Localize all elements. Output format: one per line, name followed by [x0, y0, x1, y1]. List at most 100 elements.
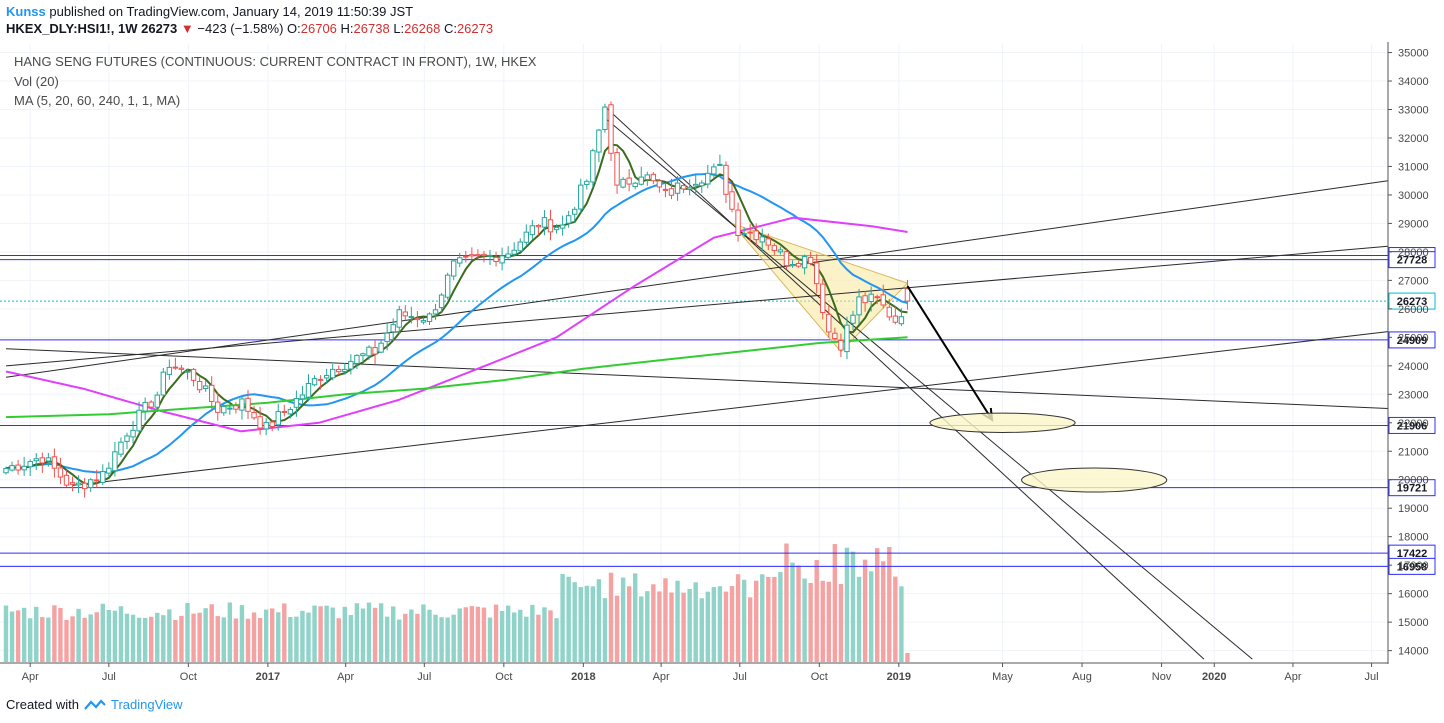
candle-body [311, 378, 318, 386]
candle-body [469, 254, 475, 257]
volume-bar [191, 613, 196, 662]
moving-averages [5, 143, 908, 486]
volume-indicator-label[interactable]: Vol (20) [14, 73, 59, 89]
volume-bar [735, 574, 741, 662]
volume-bar [245, 618, 251, 662]
volume-bar [445, 617, 450, 662]
candlesticks [3, 101, 911, 498]
candle-body [832, 332, 838, 340]
candle-body [795, 263, 802, 267]
volume-bar [620, 577, 626, 662]
candle-body [892, 315, 899, 323]
volume-bar [626, 586, 632, 662]
candle-body [711, 166, 717, 175]
price-axis[interactable]: 14000 15000 16000 17000 18000 19000 20000 21000… [1387, 42, 1429, 664]
ma-indicator-label[interactable]: MA (5, 20, 60, 240, 1, 1, MA) [14, 93, 181, 108]
forecast-annotations[interactable] [906, 285, 1168, 493]
volume-bar [397, 619, 402, 662]
candle-body [807, 256, 814, 264]
volume-bar [421, 604, 426, 662]
low-value: 26268 [404, 21, 441, 36]
candle-body [100, 471, 106, 483]
price-tick-label: 28000 [1398, 247, 1429, 259]
author-name[interactable]: Kunss [6, 4, 46, 19]
volume-bars [3, 543, 910, 662]
volume-bar [197, 612, 202, 662]
volume-bar [354, 603, 360, 662]
volume-bar [657, 591, 662, 662]
volume-bar [360, 608, 366, 662]
volume-bar [100, 603, 106, 662]
volume-bar [481, 607, 487, 662]
tradingview-brand[interactable]: TradingView [110, 697, 183, 712]
candle-body [517, 241, 523, 252]
volume-bar [838, 583, 844, 662]
candle-body [63, 474, 70, 486]
trend-line [72, 331, 1389, 486]
time-tick-label: Jul [1365, 671, 1379, 683]
candle-body [75, 482, 82, 486]
candle-body [656, 180, 663, 188]
volume-bar [324, 605, 329, 662]
candle-body [541, 217, 548, 228]
price-tick-label: 18000 [1398, 532, 1429, 544]
volume-bar [82, 617, 87, 662]
volume-bar [239, 605, 245, 662]
volume-bar [136, 617, 142, 662]
volume-bar [596, 579, 602, 662]
candle-body [45, 457, 52, 462]
volume-bar [608, 572, 614, 662]
volume-bar [215, 616, 220, 662]
candle-body [420, 320, 427, 323]
volume-bar [46, 617, 51, 662]
volume-bar [227, 602, 233, 662]
candle-body [190, 368, 197, 381]
level-tag-label: 16958 [1397, 561, 1428, 573]
candle-body [632, 182, 638, 188]
volume-bar [536, 614, 541, 662]
trend-lines[interactable] [5, 106, 1389, 660]
candle-body [21, 465, 27, 471]
candle-body [499, 255, 505, 264]
candle-body [293, 398, 300, 408]
volume-bar [149, 616, 154, 662]
horizontal-levels[interactable]: 2787227728249092190619721174221695826273 [0, 247, 1436, 575]
price-tick-label: 32000 [1398, 133, 1429, 145]
series-title[interactable]: HANG SENG FUTURES (CONTINUOUS: CURRENT C… [14, 54, 537, 69]
candle-body [862, 295, 868, 304]
time-tick-label: Jul [417, 671, 431, 683]
volume-bar [34, 606, 39, 662]
time-axis[interactable]: Apr Jul Oct 2017 Apr Jul Oct 2018 Apr Jul Oct 2019 M… [0, 662, 1388, 683]
last-price-tag [1388, 292, 1436, 310]
trend-line [604, 106, 1205, 660]
candle-body [209, 384, 215, 402]
volume-bar [391, 606, 396, 662]
candle-body [705, 172, 711, 185]
candle-body [644, 174, 651, 181]
candle-body [741, 233, 747, 236]
volume-bar [94, 612, 99, 662]
down-triangle-icon: ▼ [180, 21, 194, 36]
candle-body [348, 360, 354, 370]
price-tick-label: 27000 [1398, 275, 1429, 287]
volume-bar [741, 579, 747, 662]
volume-bar [155, 612, 160, 662]
candle-body [118, 441, 124, 455]
volume-bar [118, 606, 124, 662]
candle-body [257, 416, 263, 429]
candle-body [88, 479, 94, 488]
candle-body [396, 309, 402, 328]
candle-body [227, 407, 233, 410]
candle-body [251, 412, 257, 419]
last-price-tag-label: 26273 [1397, 296, 1428, 308]
volume-bar [457, 608, 462, 662]
volume-bar [106, 610, 112, 662]
candle-body [771, 245, 778, 252]
ma240-line [5, 336, 908, 419]
time-tick-label: Nov [1152, 671, 1172, 683]
candle-body [57, 467, 64, 478]
volume-bar [294, 616, 299, 662]
price-tick-label: 30000 [1398, 190, 1429, 202]
target-zone-ellipse [1021, 467, 1168, 493]
